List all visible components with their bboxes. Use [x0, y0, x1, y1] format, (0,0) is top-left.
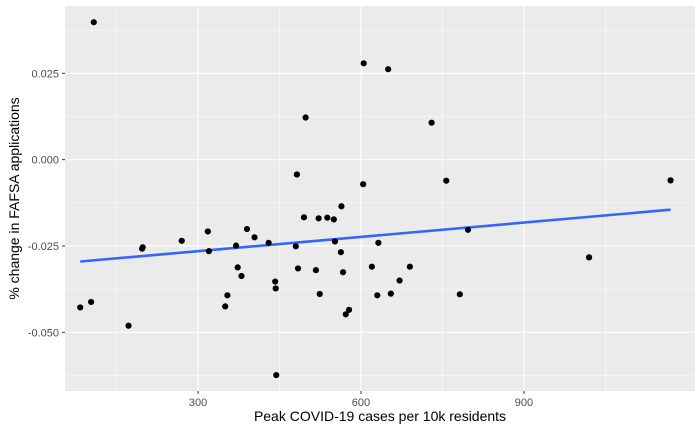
trend-line	[80, 208, 671, 263]
data-point	[204, 228, 211, 235]
data-point	[293, 171, 301, 178]
data-point	[360, 181, 367, 188]
data-point	[456, 291, 463, 298]
data-point	[178, 237, 185, 244]
data-point	[360, 60, 367, 67]
y-tick-label: 0.025	[31, 68, 59, 80]
data-point	[406, 263, 413, 270]
data-point	[368, 263, 375, 270]
x-axis-title: Peak COVID-19 cases per 10k residents	[254, 408, 506, 424]
plot-panel	[65, 6, 695, 391]
data-point	[243, 225, 251, 233]
data-point	[312, 267, 320, 274]
data-point	[224, 292, 231, 299]
data-point	[234, 264, 241, 271]
y-tick-label: -0.025	[28, 241, 59, 253]
data-point	[265, 239, 272, 246]
y-axis-title: % change in FAFSA applications	[6, 97, 22, 299]
x-tick-label: 900	[515, 397, 533, 409]
data-point	[272, 278, 279, 285]
data-point	[292, 243, 299, 250]
data-point	[315, 215, 322, 222]
trend-layer	[80, 208, 671, 263]
data-point	[667, 177, 674, 184]
data-point	[125, 322, 132, 329]
data-point	[316, 290, 323, 298]
data-point	[302, 114, 309, 121]
data-point	[330, 216, 337, 223]
data-point	[428, 119, 435, 126]
data-point	[300, 214, 308, 221]
data-point	[90, 19, 97, 26]
tick-labels: 300 600 900 0.025 0.000 -0.025 -0.050	[28, 68, 533, 409]
x-tick-label: 300	[189, 397, 207, 409]
data-point	[338, 203, 345, 210]
data-point	[294, 265, 302, 272]
grid-major	[65, 6, 695, 391]
data-point	[324, 214, 331, 221]
data-point	[273, 372, 280, 379]
data-point	[585, 254, 593, 261]
data-point	[375, 239, 382, 246]
x-tick-label: 600	[352, 397, 370, 409]
axis-ticks	[62, 72, 525, 394]
data-point	[222, 303, 229, 310]
points-layer	[77, 19, 674, 379]
data-point	[342, 311, 349, 318]
data-point	[331, 238, 339, 245]
data-point	[251, 234, 258, 241]
data-point	[337, 249, 344, 256]
data-point	[385, 66, 392, 73]
y-tick-label: -0.050	[28, 327, 59, 339]
data-point	[464, 226, 472, 233]
data-point	[396, 277, 403, 284]
data-point	[232, 242, 240, 249]
data-point	[345, 306, 353, 313]
data-point	[272, 285, 279, 292]
data-point	[238, 272, 245, 280]
y-tick-label: 0.000	[31, 155, 59, 167]
data-point	[205, 248, 213, 255]
data-point	[77, 304, 84, 311]
grid-minor	[65, 6, 695, 391]
data-point	[387, 290, 394, 297]
data-point	[443, 177, 450, 184]
data-point	[374, 292, 381, 299]
data-point	[87, 298, 95, 306]
data-point	[339, 269, 347, 276]
data-point	[139, 244, 146, 251]
